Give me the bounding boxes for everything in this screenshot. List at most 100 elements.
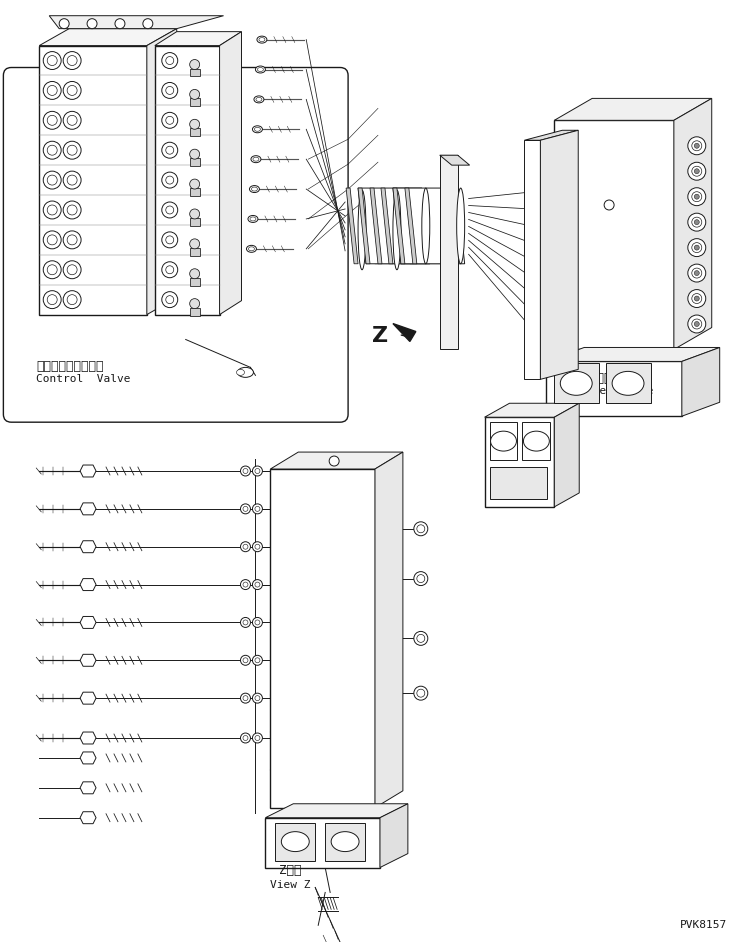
Circle shape [255,658,260,663]
Circle shape [43,202,61,220]
Polygon shape [554,99,712,121]
Circle shape [255,507,260,512]
Polygon shape [674,99,712,350]
Circle shape [47,236,57,245]
Circle shape [67,57,77,66]
Circle shape [688,163,706,181]
Circle shape [67,265,77,276]
Circle shape [255,545,260,549]
Polygon shape [393,189,405,264]
Circle shape [63,231,81,249]
Circle shape [166,147,174,155]
Circle shape [189,269,200,279]
Circle shape [695,221,699,226]
Circle shape [695,271,699,277]
Circle shape [67,176,77,186]
Circle shape [414,686,427,700]
Circle shape [692,193,702,202]
Circle shape [189,240,200,249]
Circle shape [47,265,57,276]
Bar [275,823,316,861]
Circle shape [604,201,614,211]
Polygon shape [266,818,380,868]
Polygon shape [358,189,370,264]
Ellipse shape [251,188,257,192]
Circle shape [189,150,200,160]
Circle shape [417,634,424,643]
Polygon shape [439,156,458,350]
Ellipse shape [457,189,465,264]
Circle shape [162,232,178,248]
Circle shape [695,322,699,328]
Text: View Z: View Z [270,880,310,889]
Circle shape [63,172,81,190]
Circle shape [688,265,706,283]
Polygon shape [40,46,147,315]
Bar [189,99,200,108]
Text: PVK8157: PVK8157 [680,919,727,929]
Circle shape [695,170,699,175]
Polygon shape [80,782,96,794]
Polygon shape [540,131,578,379]
Polygon shape [80,733,96,744]
Circle shape [255,735,260,741]
Circle shape [67,236,77,245]
Circle shape [43,112,61,130]
Ellipse shape [252,126,263,134]
Text: シャトルバルブ: シャトルバルブ [560,372,612,385]
Text: コントロールバルブ: コントロールバルブ [37,360,104,373]
Polygon shape [381,189,393,264]
Ellipse shape [250,218,256,222]
Circle shape [166,117,174,126]
Circle shape [166,177,174,185]
Bar [606,364,651,404]
Circle shape [692,167,702,177]
Ellipse shape [255,67,266,74]
Polygon shape [219,33,242,315]
Circle shape [255,696,260,700]
Bar [189,189,200,196]
Bar [189,159,200,167]
Polygon shape [80,752,96,764]
Circle shape [688,290,706,308]
Circle shape [688,240,706,258]
Circle shape [47,86,57,96]
Circle shape [67,116,77,126]
Ellipse shape [331,832,359,851]
Bar [554,364,599,404]
Circle shape [115,20,125,29]
Circle shape [67,206,77,216]
Circle shape [695,195,699,200]
Text: Control  Valve: Control Valve [37,374,131,384]
Circle shape [252,694,263,703]
Circle shape [87,20,97,29]
Polygon shape [80,616,96,629]
Bar [489,467,548,499]
Circle shape [47,295,57,305]
Polygon shape [485,418,554,507]
Circle shape [47,116,57,126]
Polygon shape [155,33,242,46]
Circle shape [417,689,424,698]
Circle shape [243,582,248,587]
Circle shape [166,58,174,65]
Ellipse shape [254,97,264,104]
Ellipse shape [560,372,592,396]
Circle shape [162,143,178,159]
Polygon shape [554,404,579,507]
Bar [489,423,518,461]
Ellipse shape [421,189,430,264]
Circle shape [162,83,178,99]
Ellipse shape [257,68,263,73]
Circle shape [43,172,61,190]
Circle shape [162,54,178,70]
Polygon shape [682,348,720,416]
Circle shape [143,20,153,29]
Polygon shape [80,812,96,824]
Circle shape [67,146,77,156]
Polygon shape [380,804,408,868]
Circle shape [240,656,251,666]
Ellipse shape [524,431,549,451]
Circle shape [414,632,427,646]
Polygon shape [80,541,96,553]
